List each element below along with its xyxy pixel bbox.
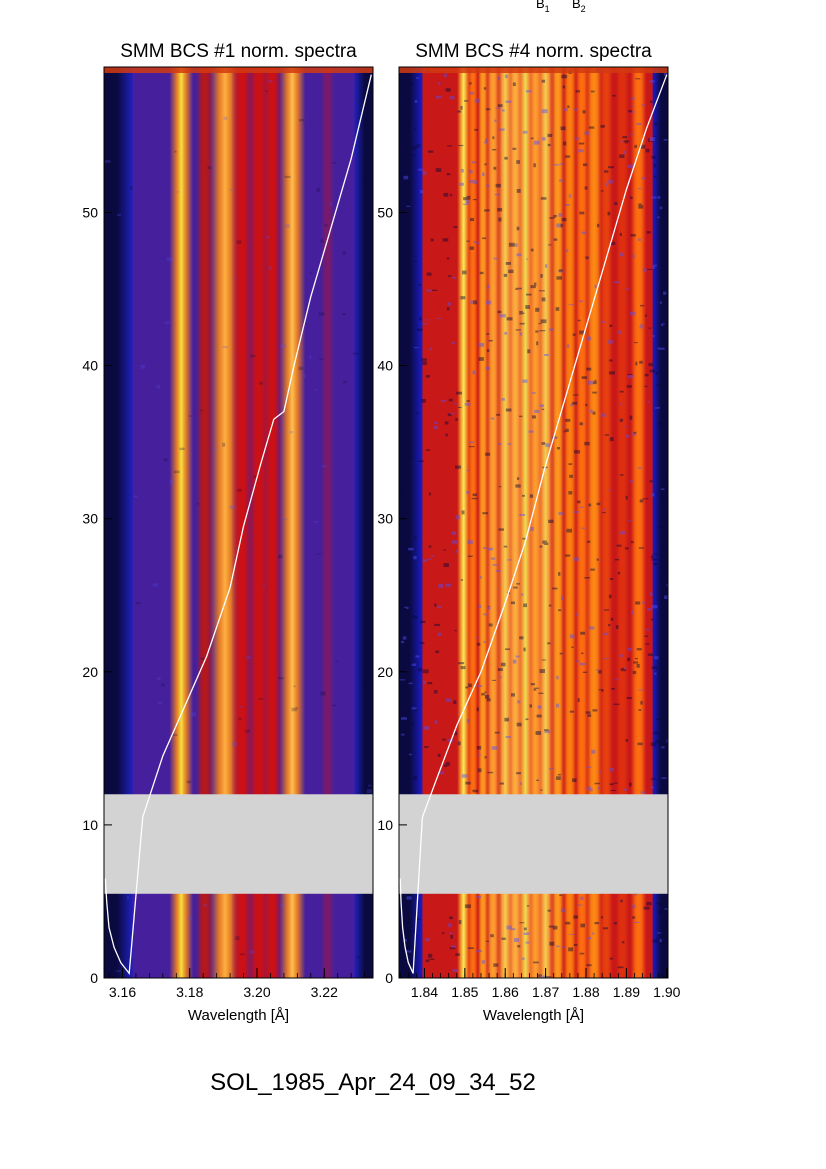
y-tick-label: 40	[82, 358, 98, 374]
header-label-b1: B1	[536, 0, 550, 14]
spectral-line	[575, 67, 589, 978]
panel-bcs1: SMM BCS #1 norm. spectra 3.16 3.18 3.20 3.2…	[82, 41, 374, 1024]
spectral-line	[457, 67, 471, 978]
x-tick-label: 3.16	[109, 984, 136, 1000]
y-tick-label: 30	[82, 511, 98, 527]
top-strip	[104, 67, 373, 73]
spectral-line	[467, 67, 479, 978]
panel-bcs4: SMM BCS #4 norm. spectra 1.84 1.85 1.86 1.8…	[377, 41, 680, 1024]
spectra-image	[399, 67, 668, 978]
x-tick-label: 3.18	[176, 984, 203, 1000]
spectral-line	[196, 67, 214, 978]
x-tick-label: 1.87	[532, 984, 559, 1000]
y-tick-label: 50	[377, 204, 393, 220]
panel-title: SMM BCS #4 norm. spectra	[415, 41, 652, 62]
x-tick-label: 1.90	[653, 984, 680, 1000]
spectral-line	[477, 67, 489, 978]
x-tick-label: 3.22	[311, 984, 338, 1000]
x-tick-label: 1.86	[492, 984, 519, 1000]
plot-frame	[398, 66, 669, 979]
y-tick-label: 30	[377, 511, 393, 527]
spectral-line	[586, 67, 602, 978]
spectral-line	[599, 67, 613, 978]
y-tick-label: 10	[82, 817, 98, 833]
top-strip	[399, 67, 668, 73]
data-gap	[399, 794, 668, 894]
spectral-line	[551, 67, 565, 978]
spectral-line	[486, 67, 500, 978]
noise-texture	[105, 79, 373, 972]
x-axis-label: Wavelength [Å]	[483, 1007, 584, 1024]
plot-frame	[103, 66, 374, 979]
x-tick-label: 3.20	[243, 984, 270, 1000]
panel-title: SMM BCS #1 norm. spectra	[120, 41, 357, 62]
y-tick-label: 0	[385, 970, 393, 986]
spectral-line	[563, 67, 577, 978]
x-tick-label: 1.84	[411, 984, 438, 1000]
y-tick-label: 50	[82, 204, 98, 220]
spectral-line	[231, 67, 253, 978]
trace-line	[104, 74, 372, 976]
y-tick-label: 40	[377, 358, 393, 374]
header-label-b2: B2	[572, 0, 586, 14]
x-tick-label: 1.85	[451, 984, 478, 1000]
spectral-line	[321, 67, 335, 978]
y-tick-label: 0	[90, 970, 98, 986]
spectral-line	[262, 67, 282, 978]
y-tick-label: 20	[82, 664, 98, 680]
data-gap	[104, 794, 373, 894]
spectral-line	[169, 67, 194, 978]
axis-ticks: 3.16 3.18 3.20 3.22 0 10 20 30 40 50	[82, 204, 365, 1000]
figure-caption: SOL_1985_Apr_24_09_34_52	[210, 1069, 536, 1096]
y-tick-label: 20	[377, 664, 393, 680]
x-tick-label: 1.89	[613, 984, 640, 1000]
noise-texture	[399, 68, 668, 978]
x-axis-label: Wavelength [Å]	[188, 1007, 289, 1024]
axis-ticks: 1.84 1.85 1.86 1.87 1.88 1.89 1.90 0 10 20 30 40 50	[377, 204, 680, 1000]
x-tick-label: 1.88	[572, 984, 599, 1000]
spectral-line	[537, 67, 554, 978]
trace-line	[399, 74, 668, 974]
spectral-line	[630, 67, 647, 978]
spectra-image	[104, 67, 373, 978]
y-tick-label: 10	[377, 817, 393, 833]
spectral-line	[615, 67, 629, 978]
